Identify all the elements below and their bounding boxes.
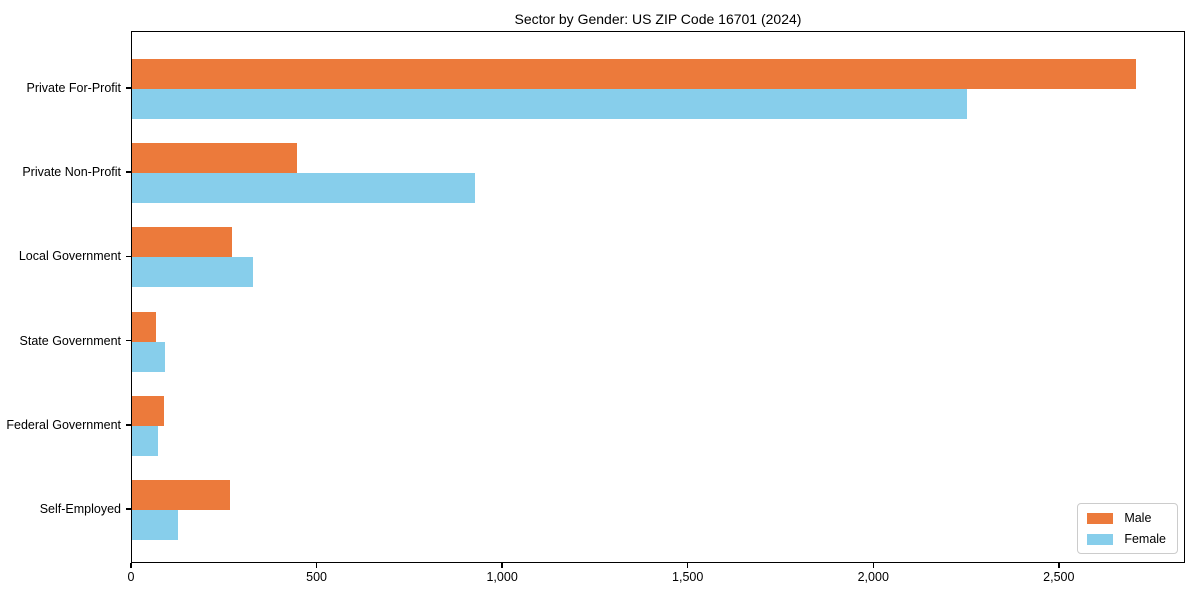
- ytick-label-state-government: State Government: [19, 333, 121, 348]
- bar-male-private-for-profit: [132, 59, 1136, 89]
- bar-male-private-non-profit: [132, 143, 298, 174]
- xtick-label-1500: 1,500: [672, 570, 704, 584]
- bar-female-private-for-profit: [132, 89, 968, 119]
- ytick-mark: [126, 424, 131, 426]
- female-swatch-icon: [1087, 533, 1114, 545]
- ytick-label-self-employed: Self-Employed: [39, 502, 121, 516]
- bar-male-local-government: [132, 227, 233, 258]
- bar-female-federal-government: [132, 425, 158, 456]
- xtick-mark: [130, 563, 132, 568]
- bar-male-self-employed: [132, 480, 231, 510]
- ytick-label-federal-government: Federal Government: [6, 417, 121, 432]
- bar-male-state-government: [132, 311, 157, 342]
- xtick-mark: [872, 563, 874, 568]
- xtick-mark: [686, 563, 689, 568]
- xtick-label-500: 500: [306, 570, 327, 584]
- ytick-mark: [126, 87, 131, 89]
- xtick-label-2000: 2,000: [857, 570, 889, 584]
- bar-male-federal-government: [132, 395, 164, 426]
- ytick-label-private-for-profit: Private For-Profit: [26, 81, 121, 95]
- bar-female-local-government: [132, 257, 253, 288]
- legend-label-female: Female: [1124, 532, 1166, 546]
- male-swatch-icon: [1087, 512, 1114, 524]
- bar-female-state-government: [132, 341, 166, 372]
- ytick-mark: [126, 255, 131, 258]
- ytick-mark: [126, 171, 131, 173]
- ytick-label-local-government: Local Government: [18, 249, 121, 264]
- xtick-label-2500: 2,500: [1043, 570, 1075, 584]
- xtick-mark: [501, 563, 503, 568]
- xtick-mark: [315, 563, 318, 568]
- legend-label-male: Male: [1124, 511, 1152, 525]
- legend: Male Female: [1077, 503, 1178, 554]
- xtick-mark: [1058, 563, 1060, 568]
- ytick-mark: [126, 508, 131, 510]
- ytick-label-private-non-profit: Private Non-Profit: [22, 165, 121, 180]
- plot-area: Male Female: [131, 31, 1185, 563]
- legend-item-female: Female: [1087, 532, 1166, 546]
- bar-female-self-employed: [132, 510, 179, 540]
- ytick-mark: [126, 339, 131, 342]
- chart-title: Sector by Gender: US ZIP Code 16701 (202…: [514, 11, 802, 27]
- bar-female-private-non-profit: [132, 173, 476, 204]
- xtick-label-1000: 1,000: [486, 570, 518, 584]
- legend-item-male: Male: [1087, 511, 1166, 525]
- xtick-label-0: 0: [127, 570, 135, 584]
